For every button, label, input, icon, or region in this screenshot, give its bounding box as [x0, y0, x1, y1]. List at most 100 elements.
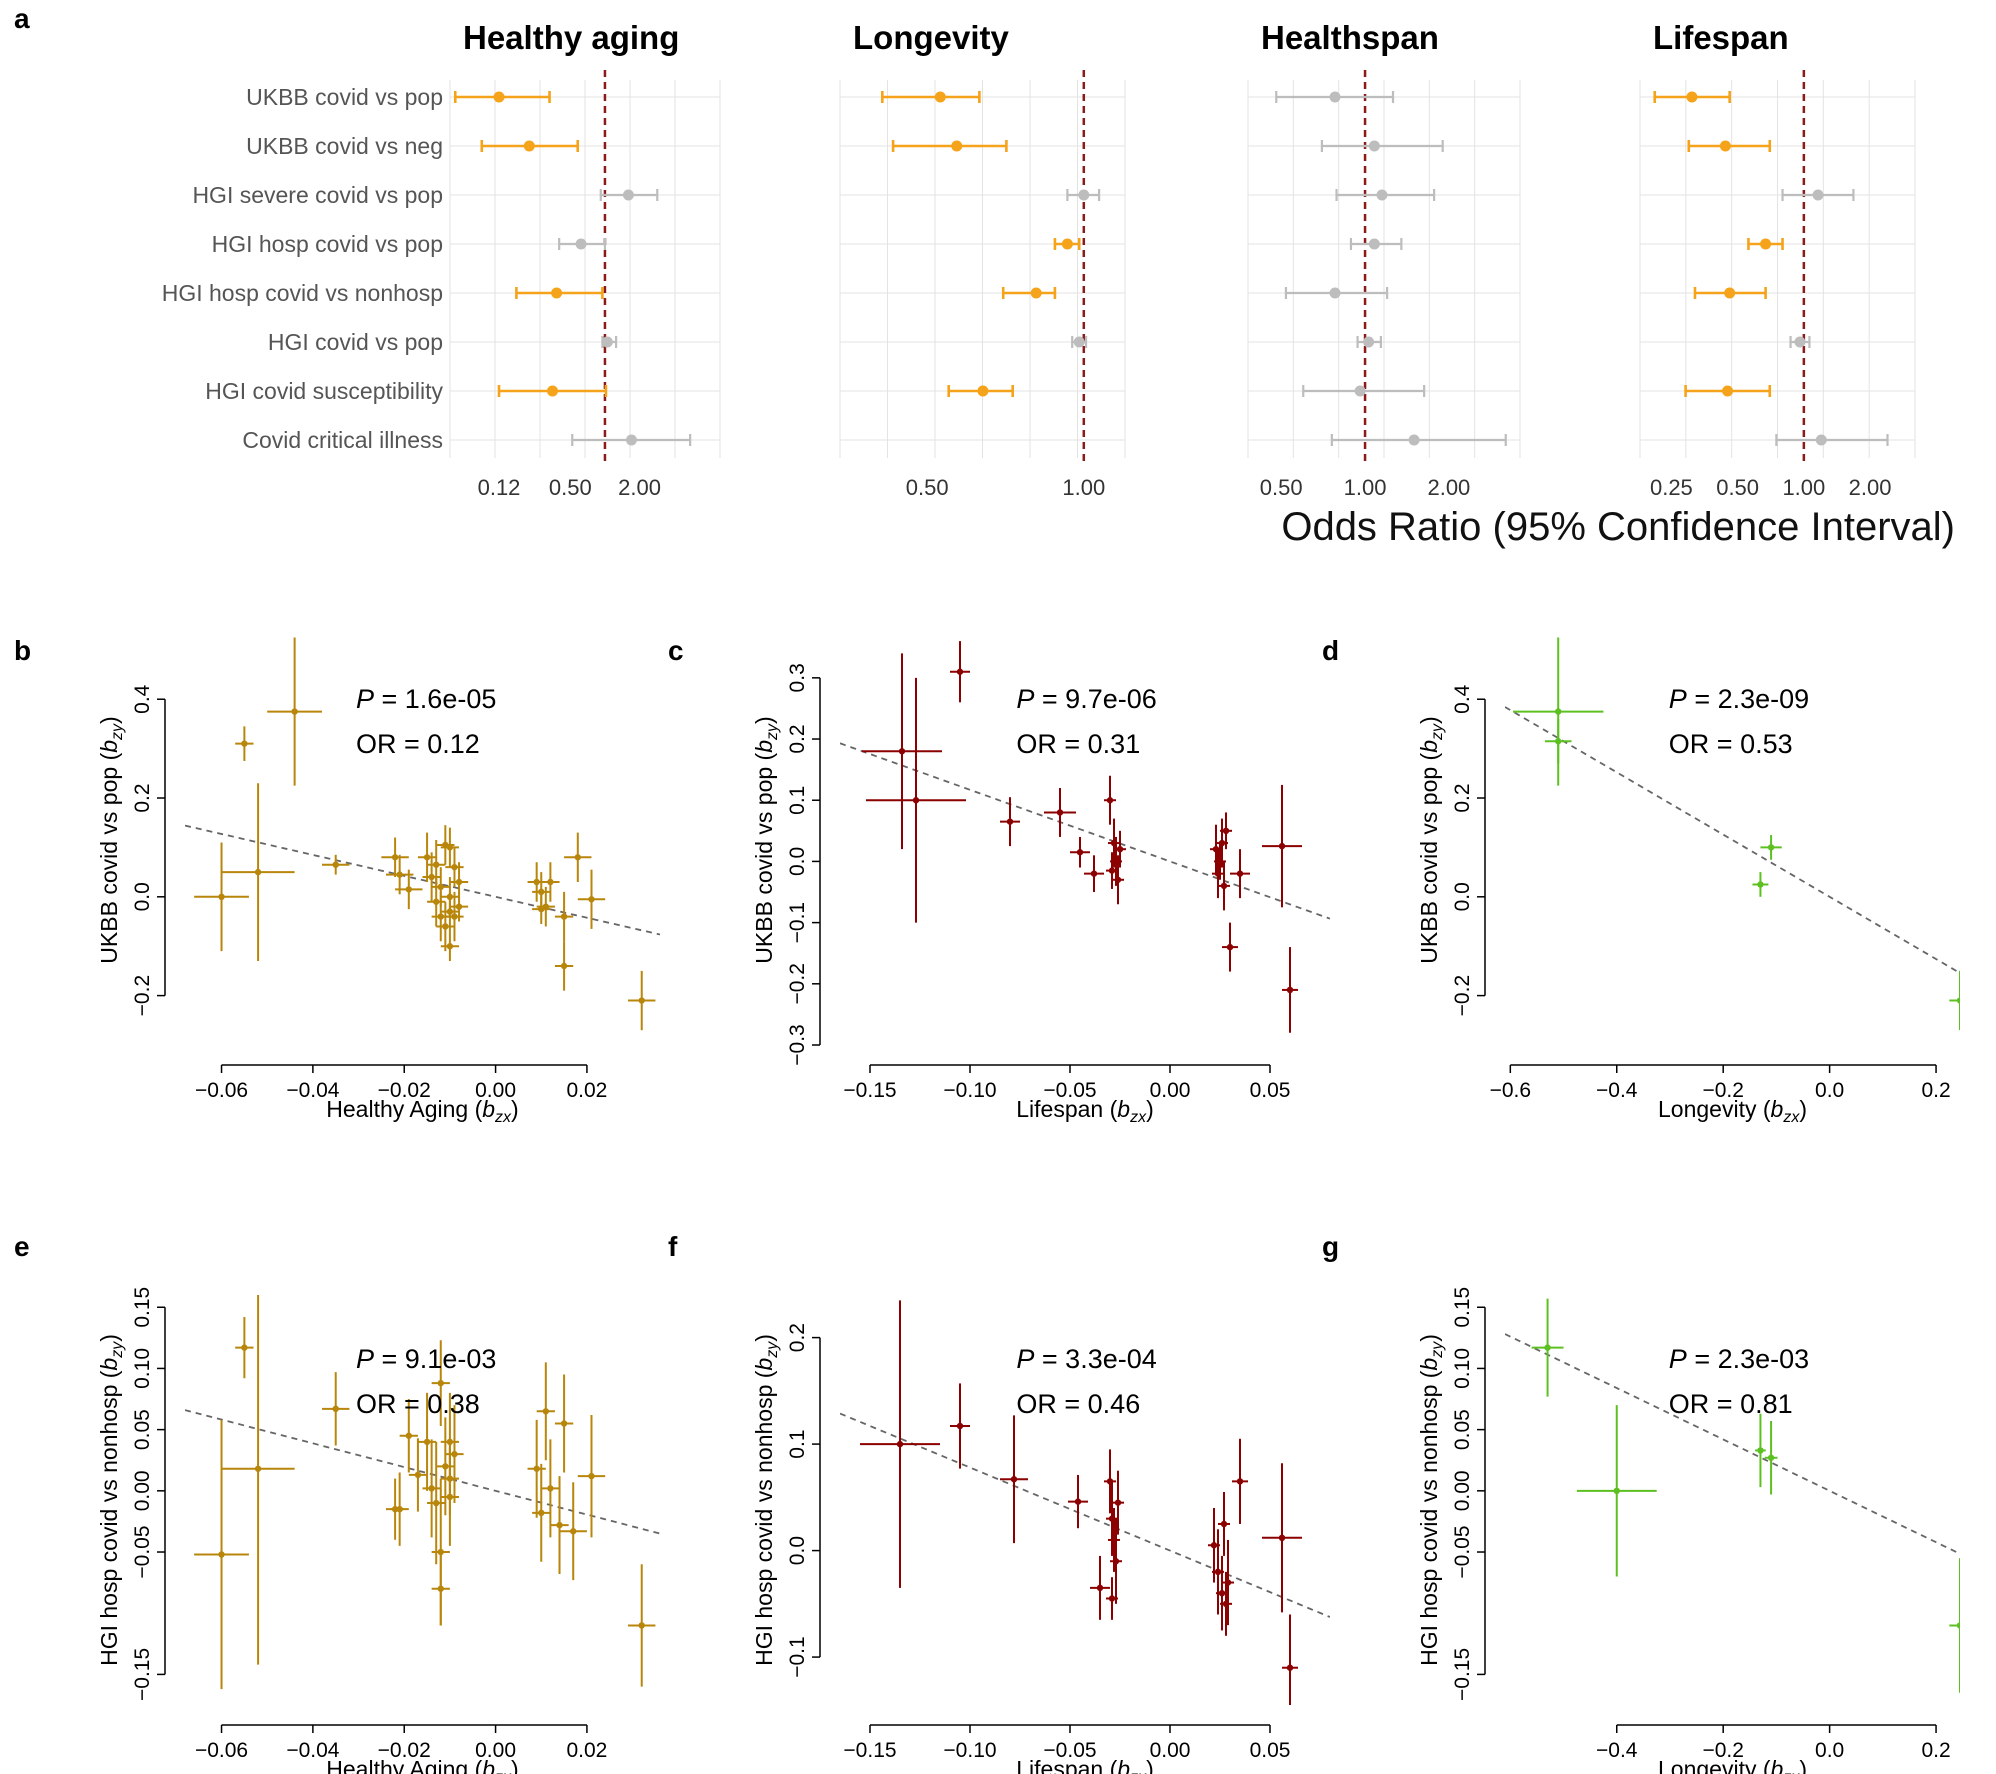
point-marker — [442, 923, 449, 930]
point-marker — [1767, 1454, 1775, 1461]
point-estimate — [523, 140, 535, 152]
scatter-point — [194, 842, 249, 952]
point-marker — [332, 861, 339, 868]
forest-row-label: HGI severe covid vs pop — [192, 182, 443, 208]
forest-interval — [1284, 287, 1389, 299]
point-marker — [538, 888, 545, 896]
point-marker — [1210, 1542, 1218, 1549]
point-marker — [1286, 986, 1294, 994]
forest-row-label: HGI covid vs pop — [268, 329, 443, 355]
point-marker — [455, 903, 463, 910]
point-marker — [446, 1475, 454, 1482]
point-marker — [437, 1379, 444, 1387]
p-value-annotation: P = 3.3e-04 — [1016, 1344, 1156, 1374]
point-marker — [1010, 1476, 1018, 1483]
point-marker — [588, 896, 595, 903]
scatter-point — [628, 1564, 656, 1687]
scatter-panel-c: c −0.15 −0.10 −0.05 0.00 0.05 Lifespan (bzx) −0… — [668, 635, 1330, 1126]
point-marker — [391, 854, 399, 861]
scatter-point — [950, 641, 970, 703]
point-marker — [1108, 1595, 1116, 1602]
y-tick-label: −0.2 — [131, 975, 154, 1016]
panel-letter-f: f — [668, 1231, 678, 1262]
p-value-annotation: P = 1.6e-05 — [356, 684, 496, 714]
panel-letter-c: c — [668, 635, 684, 666]
scatter-point — [1106, 1577, 1118, 1620]
y-tick-label: 0.10 — [131, 1348, 154, 1389]
or-annotation: OR = 0.81 — [1669, 1389, 1793, 1419]
point-marker — [218, 1551, 225, 1558]
forest-interval — [1653, 91, 1731, 103]
point-marker — [1956, 1622, 1960, 1629]
y-tick-label: −0.2 — [786, 963, 809, 1004]
x-tick-label: 0.2 — [1921, 1079, 1950, 1102]
y-axis-label: HGI hosp covid vs nonhosp (bzy) — [1416, 1334, 1446, 1666]
point-marker — [1286, 1664, 1294, 1671]
scatter-point — [554, 1374, 574, 1473]
y-tick-label: 0.4 — [1451, 684, 1474, 714]
point-marker — [451, 913, 458, 920]
forest-row-label: HGI hosp covid vs pop — [212, 231, 443, 257]
point-marker — [442, 1463, 449, 1470]
forest-interval — [1001, 287, 1057, 299]
scatter-marks — [840, 641, 1330, 1033]
scatter-point — [436, 1417, 455, 1516]
scatter-point — [1106, 852, 1118, 889]
point-marker — [1096, 1584, 1104, 1592]
scatter-point — [564, 832, 592, 882]
point-marker — [1757, 1447, 1764, 1454]
scatter-point — [385, 1478, 405, 1540]
forest-interval — [881, 91, 981, 103]
scatter-point — [422, 1439, 441, 1538]
scatter-point — [577, 1414, 606, 1538]
scatter-point — [1112, 855, 1124, 905]
p-value-annotation: P = 2.3e-03 — [1669, 1344, 1809, 1374]
scatter-panel-e: e −0.06 −0.04 −0.02 0.00 0.02 Healthy Aging (b… — [14, 1231, 660, 1774]
scatter-point — [417, 1392, 437, 1491]
facet-title: Longevity — [853, 19, 1009, 56]
point-marker — [254, 868, 262, 876]
forest-interval — [1775, 434, 1889, 446]
forest-interval — [558, 238, 607, 250]
point-marker — [1214, 1568, 1222, 1576]
point-marker — [455, 878, 463, 886]
point-marker — [574, 854, 581, 861]
y-axis-label: UKBB covid vs pop (bzy) — [751, 716, 781, 963]
forest-interval — [1302, 385, 1426, 397]
scatter-point — [440, 827, 460, 868]
x-tick-label: 1.00 — [1782, 475, 1825, 500]
scatter-point — [440, 931, 460, 962]
forest-interval — [1349, 238, 1403, 250]
scatter-point — [1222, 922, 1238, 972]
or-annotation: OR = 0.12 — [356, 729, 480, 759]
point-marker — [1090, 870, 1098, 877]
point-estimate — [1719, 140, 1731, 152]
x-tick-label: 2.00 — [618, 475, 661, 500]
point-marker — [433, 898, 440, 905]
x-tick-label: 0.00 — [475, 1739, 516, 1762]
scatter-point — [1282, 947, 1298, 1033]
scatter-point — [1218, 861, 1230, 911]
point-marker — [1112, 1558, 1120, 1565]
x-tick-label: 0.12 — [478, 475, 521, 500]
scatter-marks — [185, 1295, 660, 1690]
x-tick-label: 0.05 — [1250, 1079, 1291, 1102]
x-tick-label: 1.00 — [1344, 475, 1387, 500]
scatter-point — [1576, 1405, 1657, 1577]
x-tick-label: −0.04 — [286, 1739, 339, 1762]
scatter-point — [862, 653, 942, 850]
regression-line — [185, 1409, 660, 1535]
y-tick-label: −0.05 — [131, 1525, 154, 1578]
point-marker — [437, 1585, 444, 1592]
scatter-point — [440, 1441, 460, 1516]
point-marker — [405, 1432, 412, 1439]
point-marker — [1613, 1487, 1620, 1495]
forest-row-labels: UKBB covid vs pop UKBB covid vs neg HGI se… — [162, 84, 444, 453]
point-marker — [254, 1465, 262, 1472]
forest-facet-lifespan: Lifespan 0.25 0.50 1.00 2.00 — [1639, 19, 1916, 500]
y-axis-label: HGI hosp covid vs nonhosp (bzy) — [751, 1334, 781, 1666]
y-axis-label: HGI hosp covid vs nonhosp (bzy) — [96, 1334, 126, 1666]
y-tick-label: 0.0 — [131, 882, 154, 911]
scatter-point — [1220, 812, 1232, 850]
scatter-point — [431, 1340, 450, 1426]
